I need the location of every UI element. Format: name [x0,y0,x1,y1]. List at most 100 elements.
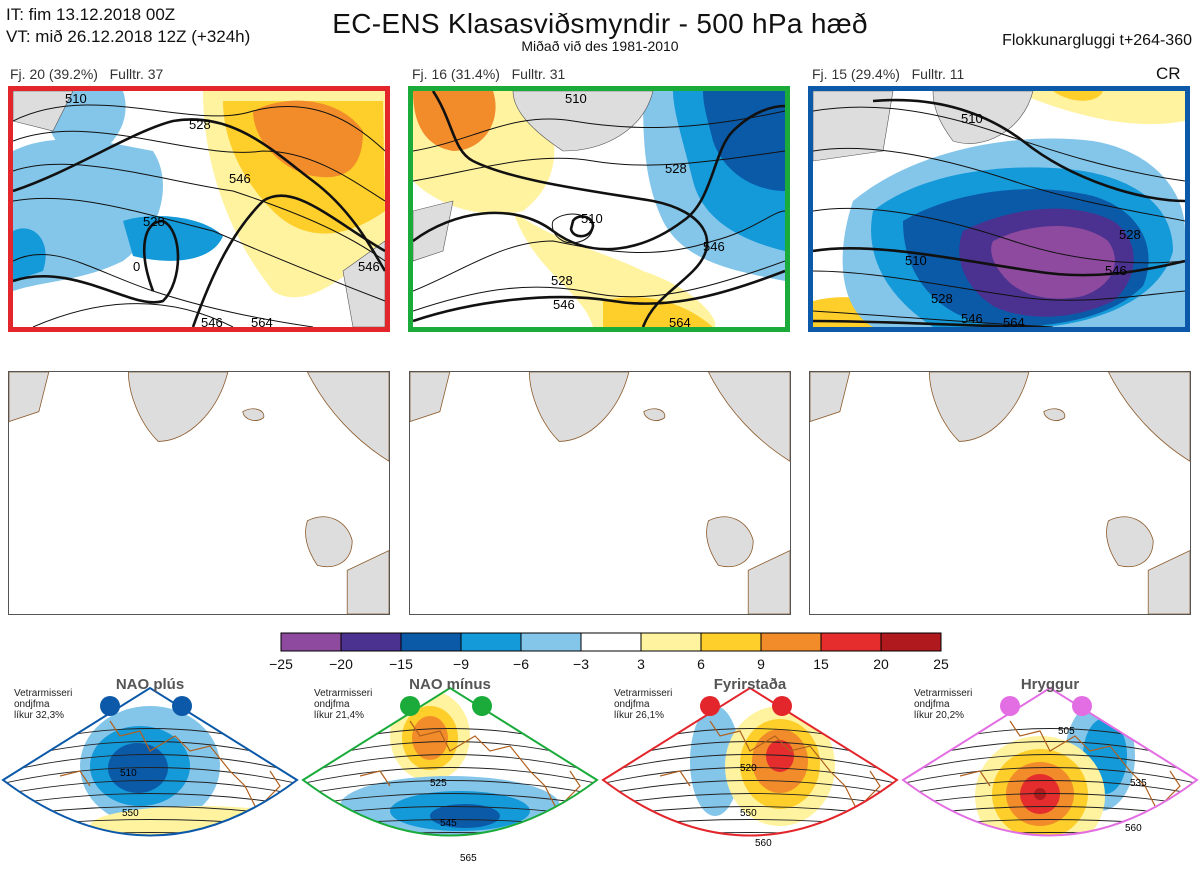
height-contour [603,767,897,785]
contour-label: 546 [201,315,223,327]
regime-marker [100,696,120,716]
color-scale-label: 3 [637,656,645,672]
height-contour [3,832,297,836]
regime-map-3: 520 550 560 [600,686,900,862]
outline-map-3 [809,371,1191,615]
contour-label: 546 [703,239,725,254]
height-contour [303,754,597,774]
height-contour [903,832,1197,836]
regime-probability-note: Vetrarmisseri ondjfma líkur 26,1% [614,688,673,721]
contour-label: 0 [133,259,140,274]
regime-title: Fyrirstaða [713,676,787,693]
height-contour [603,754,897,774]
regime-outline [301,686,599,837]
color-scale-swatch [820,632,882,652]
contour-label: 510 [905,253,927,268]
regime-title: NAO plús [115,676,185,693]
height-contour [3,754,297,774]
color-scale-label: 15 [813,656,829,672]
contour-label: 528 [143,214,165,229]
contour-label: 546 [553,297,575,312]
regime-contour-label: 565 [460,853,477,864]
contour-label: 564 [669,315,691,327]
contour-label: 528 [551,273,573,288]
height-contour [303,832,597,836]
contour-label: 546 [358,259,380,274]
regime-marker [1000,696,1020,716]
anomaly-shading [690,706,740,816]
height-contour [903,754,1197,774]
header-info: IT: fim 13.12.2018 00Z VT: mið 26.12.201… [6,4,250,48]
height-contour [600,846,900,851]
cluster-3-map: 510 510 528 546 528 546 564 [808,86,1190,332]
height-contour [603,780,897,796]
color-scale-label: −15 [389,656,413,672]
color-scale-swatch [280,632,342,652]
contour-label: 564 [1003,315,1025,327]
regime-marker [172,696,192,716]
regime-contour-label: 550 [740,808,757,819]
height-contour [600,859,900,862]
contour-label: 510 [961,111,983,126]
regime-contour-label: 560 [1125,823,1142,834]
outline-map-1 [8,371,390,615]
contour-label: 528 [665,161,687,176]
regime-contour-label: 560 [755,838,772,849]
regime-contour-label: 535 [1130,778,1147,789]
height-contour [900,859,1200,862]
outline-map-2 [409,371,791,615]
contour-label: 546 [961,311,983,326]
regime-contour-label: 520 [740,763,757,774]
height-contour [603,793,897,807]
height-contour [303,780,597,796]
height-contour [903,780,1197,796]
cluster-2-map: 510 528 510 546 528 546 564 [408,86,790,332]
height-contour [3,780,297,796]
color-scale [280,632,942,652]
regime-probability-note: Vetrarmisseri ondjfma líkur 20,2% [914,688,973,721]
height-contour [903,767,1197,785]
page-title: EC-ENS Klasasviðsmyndir - 500 hPa hæð [332,8,868,39]
color-scale-label: 6 [697,656,705,672]
regime-title: Hryggur [1020,676,1080,693]
classification-window: Flokkunargluggi t+264-360 [1002,32,1192,49]
regime-probability-note: Vetrarmisseri ondjfma líkur 32,3% [14,688,73,721]
color-scale-swatch [400,632,462,652]
contour-label: 564 [251,315,273,327]
color-scale-label: −25 [269,656,293,672]
regime-contour-label: 525 [430,778,447,789]
color-scale-swatch [340,632,402,652]
cluster-3-label: Fj. 15 (29.4%) Fulltr. 11 [812,66,965,82]
regime-marker [772,696,792,716]
height-contour [303,767,597,785]
cluster-2-label: Fj. 16 (31.4%) Fulltr. 31 [412,66,566,82]
regime-marker [1072,696,1092,716]
height-contour [603,832,897,836]
color-scale-label: 20 [873,656,889,672]
color-scale-swatch [700,632,762,652]
height-contour [303,793,597,807]
regime-marker [700,696,720,716]
color-scale-label: −6 [513,656,529,672]
contour-label: 546 [1105,263,1127,278]
regime-contour-label: 505 [1058,726,1075,737]
color-scale-label: 9 [757,656,765,672]
contour-label: 510 [65,91,87,106]
contour-label: 528 [1119,227,1141,242]
color-scale-swatch [880,632,942,652]
color-scale-label: −3 [573,656,589,672]
cluster-1-label: Fj. 20 (39.2%) Fulltr. 37 [10,66,164,82]
color-scale-label: 25 [933,656,949,672]
height-contour [300,859,600,862]
regime-map-4: 505 535 560 [900,686,1200,862]
color-scale-swatch [760,632,822,652]
height-contour [300,846,600,851]
valid-time: VT: mið 26.12.2018 12Z (+324h) [6,27,251,46]
regime-map-2: 525 545 565 [300,686,600,864]
height-contour [0,846,300,851]
init-time: IT: fim 13.12.2018 00Z [6,5,176,24]
regime-marker [400,696,420,716]
regime-outline [1,686,299,837]
regime-outline [901,686,1199,837]
anomaly-shading [412,716,448,760]
